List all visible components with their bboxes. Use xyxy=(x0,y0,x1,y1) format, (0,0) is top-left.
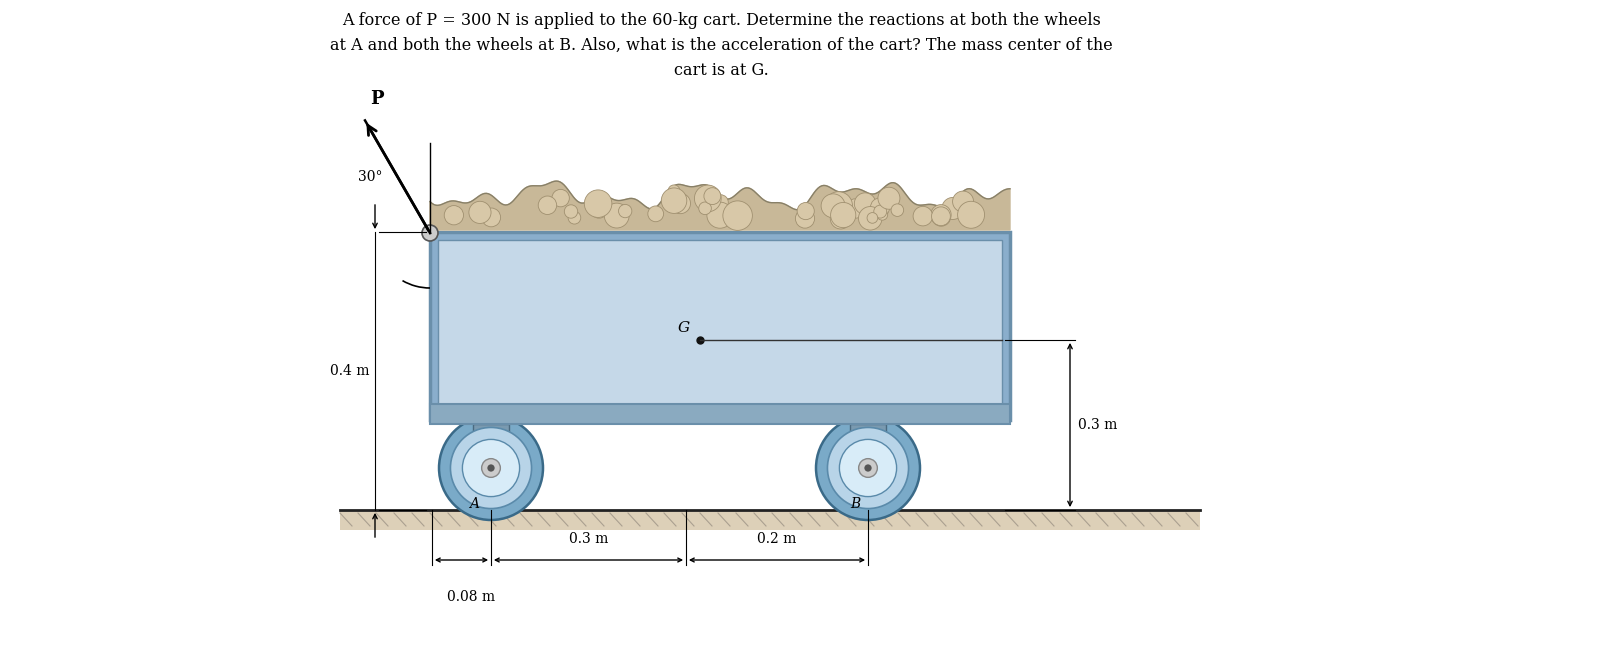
Text: 30°: 30° xyxy=(357,170,383,184)
Circle shape xyxy=(609,211,624,226)
Circle shape xyxy=(859,206,882,230)
Bar xyxy=(850,424,886,444)
Circle shape xyxy=(585,190,612,217)
Circle shape xyxy=(795,209,814,228)
Bar xyxy=(473,424,510,444)
Text: A force of P = 300 N is applied to the 60-kg cart. Determine the reactions at bo: A force of P = 300 N is applied to the 6… xyxy=(330,12,1112,78)
Circle shape xyxy=(470,201,491,223)
Circle shape xyxy=(845,199,866,218)
Circle shape xyxy=(567,212,580,224)
Circle shape xyxy=(422,225,438,241)
Text: B: B xyxy=(850,497,861,511)
Circle shape xyxy=(960,204,971,215)
Circle shape xyxy=(891,204,904,216)
Text: 0.08 m: 0.08 m xyxy=(447,590,495,604)
Text: 0.4 m: 0.4 m xyxy=(330,364,370,378)
Circle shape xyxy=(704,187,721,204)
Circle shape xyxy=(450,428,532,509)
Circle shape xyxy=(662,188,686,214)
Circle shape xyxy=(874,205,886,218)
Text: P: P xyxy=(370,90,383,108)
Text: G: G xyxy=(678,321,691,335)
Circle shape xyxy=(877,210,888,220)
Circle shape xyxy=(648,206,664,222)
Circle shape xyxy=(604,203,628,228)
Circle shape xyxy=(539,196,556,214)
Circle shape xyxy=(483,208,500,227)
Circle shape xyxy=(952,191,973,212)
Bar xyxy=(430,404,1010,424)
Circle shape xyxy=(668,185,680,197)
Circle shape xyxy=(827,428,909,509)
Circle shape xyxy=(487,464,495,471)
Circle shape xyxy=(867,213,878,223)
Bar xyxy=(438,240,1002,412)
Text: 0.3 m: 0.3 m xyxy=(1077,418,1117,432)
Text: A: A xyxy=(470,497,479,511)
Circle shape xyxy=(854,193,875,214)
Circle shape xyxy=(707,202,733,228)
Circle shape xyxy=(694,185,721,212)
Circle shape xyxy=(878,187,899,209)
Circle shape xyxy=(444,206,463,225)
Circle shape xyxy=(619,204,632,217)
Circle shape xyxy=(830,202,856,228)
Circle shape xyxy=(462,439,519,496)
Text: 0.2 m: 0.2 m xyxy=(757,532,797,546)
Circle shape xyxy=(840,439,896,496)
Circle shape xyxy=(723,201,752,231)
Circle shape xyxy=(864,464,872,471)
Bar xyxy=(430,232,1010,420)
Circle shape xyxy=(797,202,814,219)
Text: 0.3 m: 0.3 m xyxy=(569,532,608,546)
Bar xyxy=(340,510,1201,530)
Circle shape xyxy=(870,198,890,217)
Circle shape xyxy=(931,204,951,225)
Circle shape xyxy=(821,194,845,217)
Circle shape xyxy=(957,201,984,229)
Circle shape xyxy=(943,197,963,219)
Circle shape xyxy=(481,458,500,477)
Circle shape xyxy=(699,202,712,215)
Circle shape xyxy=(713,195,728,210)
Circle shape xyxy=(931,207,951,226)
Circle shape xyxy=(830,208,851,229)
Circle shape xyxy=(931,207,951,226)
Circle shape xyxy=(824,192,853,220)
Circle shape xyxy=(816,416,920,520)
Circle shape xyxy=(551,189,569,207)
Circle shape xyxy=(439,416,543,520)
Circle shape xyxy=(914,206,933,226)
Circle shape xyxy=(590,201,608,218)
Polygon shape xyxy=(430,181,1010,230)
Circle shape xyxy=(670,193,691,214)
Circle shape xyxy=(859,458,877,477)
Circle shape xyxy=(564,205,577,218)
